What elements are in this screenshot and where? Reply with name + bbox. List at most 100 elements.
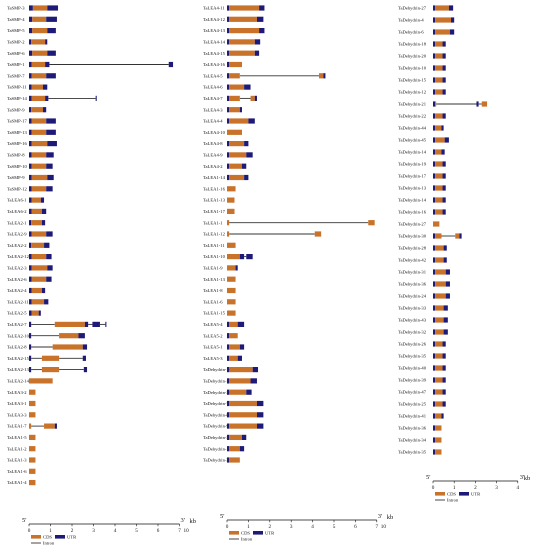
gene-row: TaLEA1-16 [203, 186, 236, 192]
gene-row: TaLEA3-1 [7, 400, 36, 407]
utr-segment [227, 457, 230, 463]
utr-segment [256, 400, 264, 407]
cds-segment [54, 321, 85, 327]
gene-label: TaDehydrin-14 [398, 198, 427, 203]
cds-segment [227, 186, 236, 192]
gene-row: TaSMP-11 [7, 84, 48, 90]
legend-cds-swatch [31, 535, 41, 539]
cds-segment [31, 84, 43, 90]
utr-segment [433, 209, 436, 215]
utr-segment [442, 161, 446, 167]
cds-segment [435, 41, 443, 47]
gene-row: TaLEA5-3 [203, 355, 242, 361]
cds-segment [227, 129, 242, 135]
axis-tick-label: 2 [474, 485, 477, 491]
utr-segment [45, 61, 50, 68]
gene-row: TaLEA4-5 [203, 73, 326, 79]
gene-row: TaLEA4-14 [203, 39, 261, 45]
gene-label: TaDehydrin-14 [398, 150, 427, 155]
utr-segment [47, 50, 56, 56]
gene-label: TaLEA4-5 [203, 73, 223, 78]
cds-segment [31, 186, 47, 192]
cds-segment [435, 209, 443, 215]
gene-label: TaDehydrin-12 [398, 90, 427, 95]
gene-row: TaDehydrin-2 [203, 434, 247, 440]
utr-segment [433, 425, 436, 431]
utr-segment [441, 149, 445, 155]
utr-segment [227, 333, 230, 339]
utr-segment [442, 341, 446, 347]
utr-segment [45, 95, 49, 101]
gene-label: TaDehydrin-35 [398, 354, 427, 359]
gene-row: TaSMP-3 [7, 5, 59, 11]
cds-segment [31, 208, 42, 214]
utr-segment [442, 401, 446, 407]
gene-row: TaLEA2-7 [7, 321, 107, 327]
gene-row: TaDehydrin-42 [398, 257, 447, 263]
gene-row: TaDehydrin-17 [203, 378, 257, 384]
axis-tick-label: 1 [247, 524, 250, 530]
utr-segment [227, 84, 230, 90]
gene-row: TaLEA4-6 [203, 84, 251, 90]
cds-segment [227, 231, 230, 237]
cds-segment [435, 437, 442, 443]
utr-segment [433, 353, 436, 359]
utr-segment [29, 254, 32, 260]
utr-segment [29, 208, 32, 214]
utr-segment [227, 378, 230, 384]
cds-segment [29, 412, 36, 418]
gene-label: TaDehydrin-2 [203, 435, 229, 440]
utr-segment [227, 400, 230, 407]
cds-segment [229, 378, 251, 384]
cds-segment [229, 412, 257, 418]
cds-segment [227, 242, 236, 248]
utr-segment [241, 434, 247, 440]
utr-segment [443, 329, 448, 335]
gene-row: TaLEA1-1 [203, 220, 375, 226]
cds-segment [229, 118, 249, 124]
utr-segment [252, 367, 259, 373]
cds-segment [227, 276, 236, 282]
axis-tick-label: 0 [226, 524, 229, 530]
gene-label: TaSMP-6 [7, 51, 25, 56]
gene-row: TaDehydrin-24 [398, 293, 450, 299]
gene-label: TaLEA1-12 [203, 232, 226, 237]
utr-segment [433, 113, 436, 119]
cds-segment [31, 163, 47, 169]
gene-row: TaDehydrin-33 [398, 305, 448, 311]
utr-segment [442, 77, 446, 83]
gene-label: TaSMP-3 [7, 6, 25, 11]
gene-row: TaDehydrin-8 [203, 412, 264, 418]
utr-segment [29, 186, 32, 192]
cds-segment [229, 73, 240, 79]
gene-row: TaDehydrin-14 [398, 197, 446, 203]
cds-segment [435, 317, 444, 323]
utr-segment [239, 254, 245, 260]
cds-segment [435, 137, 445, 143]
gene-label: TaLEA1-14 [203, 175, 226, 180]
axis-right: 0 1 2 3 4 5' 3' kb [426, 474, 530, 491]
utr-segment [433, 293, 436, 299]
utr-segment [433, 125, 436, 131]
cds-segment [435, 17, 452, 23]
gene-row: TaLEA6-2 [7, 208, 47, 214]
utr-segment [29, 367, 32, 373]
utr-segment [235, 265, 238, 271]
gene-row: TaLEA4-16 [203, 61, 242, 68]
gene-row: TaLEA2-10 [7, 333, 85, 339]
gene-row: TaSMP-9 [7, 174, 54, 180]
gene-row: TaDehydrin-27 [398, 221, 440, 227]
utr-segment [442, 365, 446, 371]
utr-segment [254, 50, 260, 56]
gene-row: TaSMP-16 [7, 141, 57, 147]
utr-segment [443, 245, 447, 251]
gene-label: TaDehydrin-20 [398, 54, 427, 59]
cds-segment [31, 107, 43, 113]
three-prime-label: 3' [520, 474, 524, 481]
gene-row: TaDehydrin-25 [398, 401, 446, 407]
gene-row: TaDehydrin-9 [203, 423, 264, 429]
utr-segment [227, 16, 230, 22]
cds-segment [435, 257, 444, 263]
utr-segment [246, 152, 253, 158]
gene-label: TaDehydrin-25 [398, 402, 427, 407]
